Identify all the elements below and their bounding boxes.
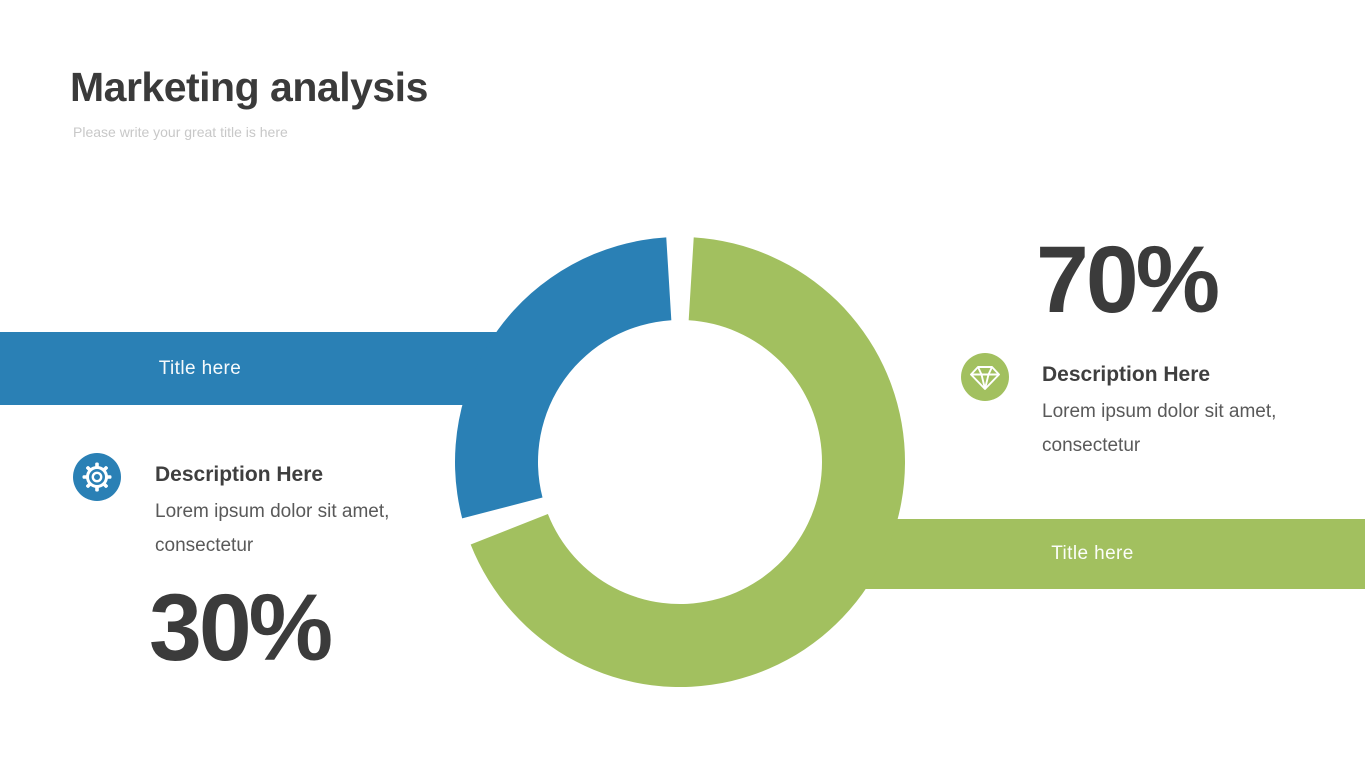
left-description-body: Lorem ipsum dolor sit amet, consectetur [155,501,390,556]
left-title-bar [0,332,540,405]
gear-icon [73,453,121,501]
donut-segment-green [470,237,906,688]
right-description-body: Lorem ipsum dolor sit amet, consectetur [1042,401,1277,456]
right-bar-title: Title here [1051,543,1134,564]
left-description-title: Description Here [155,463,324,486]
right-title-bar [822,519,1365,589]
diamond-icon [961,353,1009,401]
left-percent-value: 30% [149,575,333,681]
right-percent-value: 70% [1036,227,1220,333]
right-description-title: Description Here [1042,363,1211,386]
donut-segment-blue [455,237,672,519]
page-subtitle: Please write your great title is here [73,124,288,140]
left-bar-title: Title here [158,358,242,379]
page-title: Marketing analysis [70,64,428,110]
